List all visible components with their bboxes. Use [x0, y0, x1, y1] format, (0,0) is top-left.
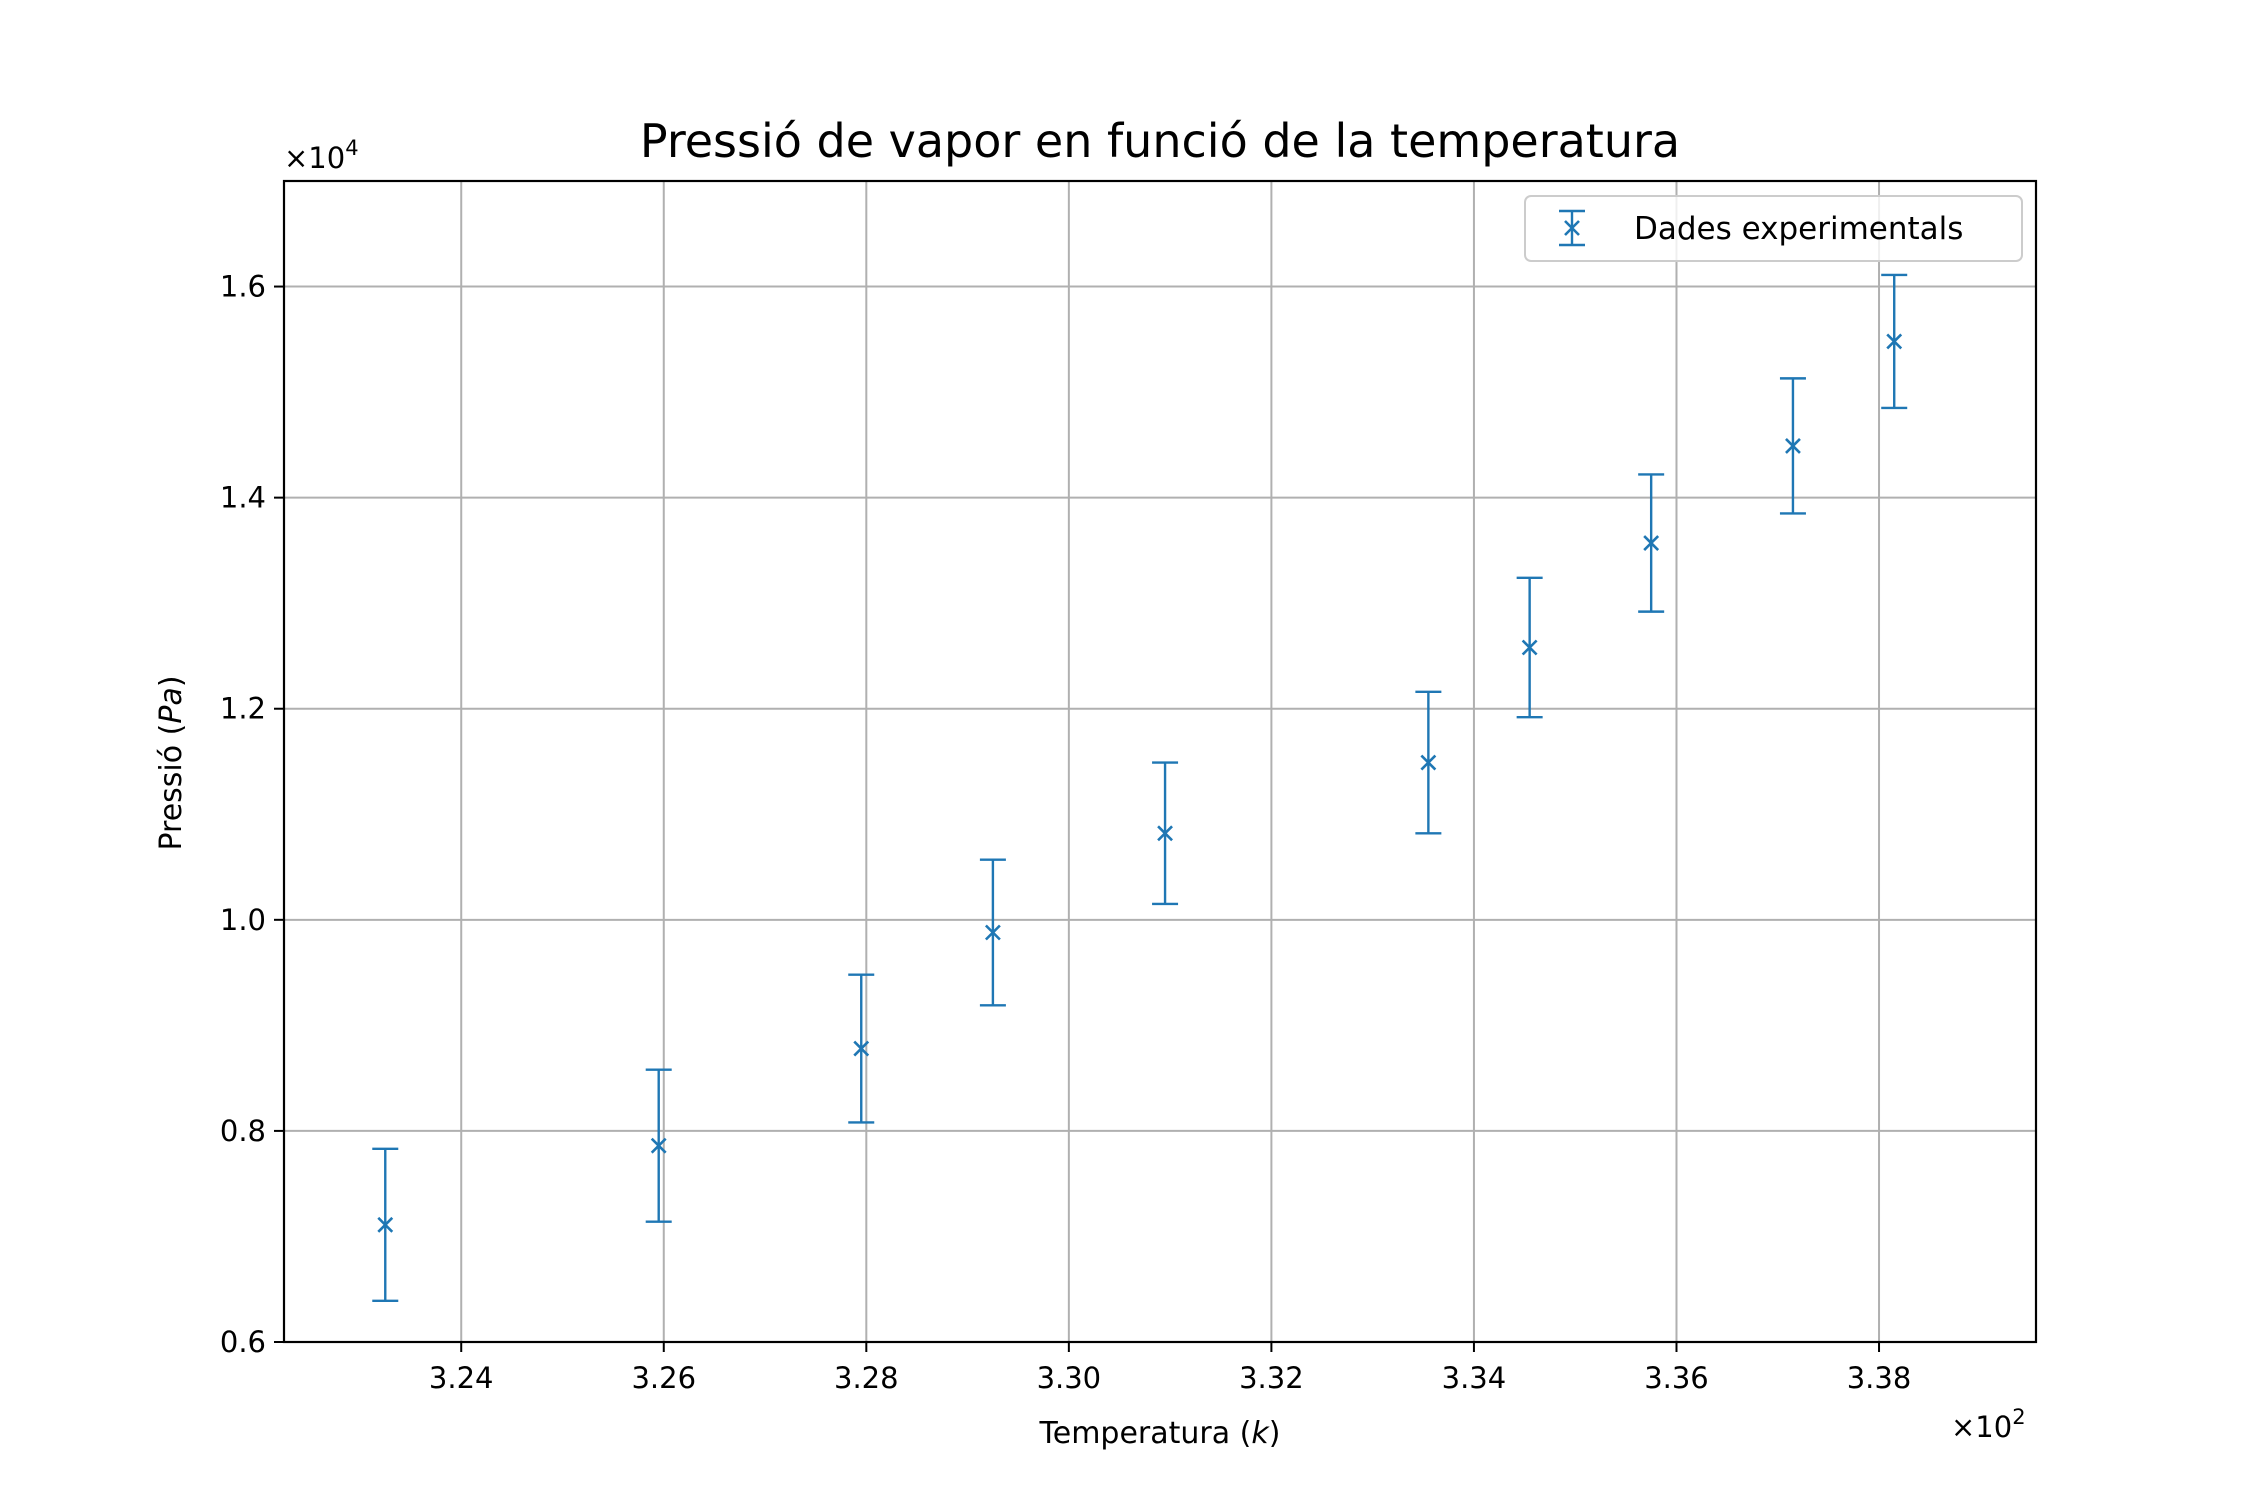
- data-point: [1415, 690, 1442, 835]
- x-axis-multiplier: ×102: [1951, 1405, 2026, 1444]
- y-tick-label: 1.4: [220, 481, 266, 515]
- data-point: [979, 858, 1006, 1007]
- y-axis-label-text: Pressió: [154, 745, 189, 851]
- y-axis-ticks: 0.6 0.8 1.0 1.2 1.4 1.6: [220, 270, 284, 1359]
- y-tick-label: 0.6: [220, 1325, 266, 1359]
- x-axis-label-paren-open: (: [1230, 1416, 1251, 1451]
- y-tick-label: 1.0: [220, 903, 266, 937]
- y-multiplier-base: ×10: [284, 141, 345, 175]
- data-point: [645, 1068, 672, 1223]
- y-axis-multiplier: ×104: [284, 136, 359, 175]
- data-point: [1779, 377, 1806, 515]
- x-axis-ticks: 3.24 3.26 3.28 3.30 3.32 3.34 3.36 3.38: [429, 1342, 1911, 1395]
- y-axis-label-paren-close: ): [154, 675, 189, 687]
- x-tick-label: 3.32: [1239, 1361, 1304, 1395]
- x-marker: [853, 1040, 870, 1057]
- legend-marker-icon: [1559, 209, 1585, 247]
- x-tick-label: 3.24: [429, 1361, 494, 1395]
- data-point: [848, 973, 875, 1124]
- x-axis-label-text: Temperatura: [1039, 1416, 1231, 1451]
- data-point: [1638, 473, 1665, 613]
- legend: Dades experimentals: [1524, 195, 2023, 262]
- y-tick-label: 1.2: [220, 692, 266, 726]
- chart-title: Pressió de vapor en funció de la tempera…: [640, 114, 1680, 168]
- x-tick-label: 3.28: [834, 1361, 899, 1395]
- x-multiplier-exponent: 2: [2012, 1405, 2025, 1429]
- y-axis-label: Pressió (Pa): [154, 675, 189, 850]
- x-multiplier-base: ×10: [1951, 1410, 2012, 1444]
- data-series: [372, 273, 1908, 1303]
- y-multiplier-exponent: 4: [345, 136, 358, 160]
- x-marker: [1785, 437, 1801, 454]
- x-tick-label: 3.38: [1847, 1361, 1912, 1395]
- plot-frame: [282, 179, 2038, 1344]
- x-marker: [1643, 535, 1660, 551]
- x-axis-label-paren-close: ): [1269, 1416, 1281, 1451]
- x-marker: [1521, 639, 1538, 656]
- x-marker: [1886, 333, 1903, 350]
- data-point: [1516, 576, 1543, 719]
- data-point: [1152, 761, 1179, 906]
- data-point: [1559, 209, 1585, 247]
- x-tick-label: 3.36: [1644, 1361, 1709, 1395]
- legend-entry-label: Dades experimentals: [1634, 211, 1963, 247]
- legend-box: [1524, 195, 2023, 262]
- x-axis-label: Temperatura (k): [1039, 1416, 1281, 1451]
- x-axis-label-unit: k: [1251, 1416, 1270, 1451]
- x-marker: [650, 1137, 667, 1154]
- x-marker: [1564, 220, 1580, 236]
- y-axis-label-unit: Pa: [154, 687, 189, 723]
- y-tick-label: 0.8: [220, 1114, 266, 1148]
- y-axis-label-paren-open: (: [154, 724, 189, 745]
- y-tick-label: 1.6: [220, 270, 266, 304]
- x-marker: [1157, 825, 1173, 842]
- x-marker: [984, 924, 1001, 941]
- x-marker: [377, 1216, 394, 1233]
- data-point: [1881, 273, 1908, 410]
- x-tick-label: 3.34: [1442, 1361, 1507, 1395]
- x-tick-label: 3.26: [631, 1361, 696, 1395]
- x-tick-label: 3.30: [1037, 1361, 1102, 1395]
- x-marker: [1420, 754, 1437, 771]
- data-point: [372, 1147, 399, 1303]
- grid-lines: [284, 181, 2036, 1343]
